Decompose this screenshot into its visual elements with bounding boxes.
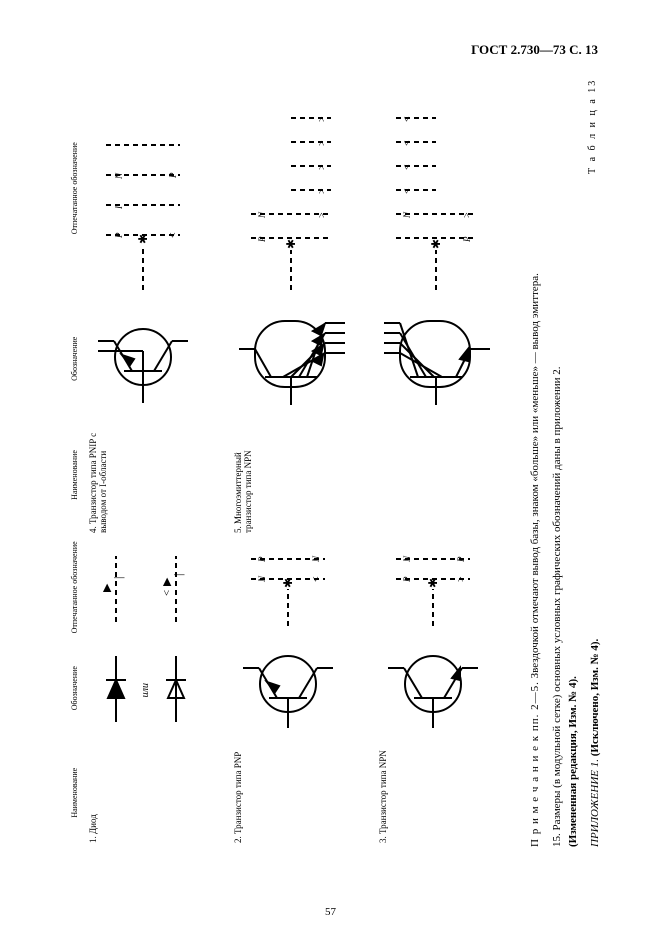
col-otpechatannoe-1: Отпечатанное обозначение — [63, 537, 85, 638]
col-oboznachenie-2: Обозначение — [63, 305, 85, 414]
svg-text:✱: ✱ — [426, 578, 440, 588]
svg-text:▶: ▶ — [101, 583, 113, 592]
cell-3-print: ✱ P N > P — [375, 537, 520, 638]
note-label: П р и м е ч а н и е к пп. 2—5. — [529, 681, 541, 847]
svg-text:P: P — [462, 237, 472, 244]
cell-1-sym: или — [85, 638, 230, 739]
svg-text:✱: ✱ — [281, 578, 295, 588]
cell-1-print: ▶ | < ▶ | — [85, 537, 230, 638]
note-text: Звездочкой отмечают вывод базы, знаком «… — [529, 273, 541, 681]
svg-text:I: I — [114, 206, 124, 211]
cell-2-name: 2. Транзистор типа PNP — [230, 739, 375, 848]
svg-text:N: N — [114, 173, 124, 181]
cell-5-sym — [230, 305, 375, 414]
svg-text:<: < — [402, 141, 413, 147]
svg-text:N: N — [311, 555, 321, 563]
doc-header: ГОСТ 2.730—73 С. 13 — [471, 42, 598, 58]
svg-text:>: > — [317, 165, 328, 171]
cell-3-name: 3. Транзистор типа NPN — [375, 739, 520, 848]
svg-text:P: P — [257, 556, 267, 563]
svg-text:✱: ✱ — [284, 239, 298, 249]
svg-text:>: > — [456, 576, 467, 582]
ili-label: или — [140, 644, 151, 737]
svg-text:P: P — [456, 556, 466, 563]
cell-6-sym — [375, 305, 520, 414]
cell-4-print: ✱ P I N < P — [85, 72, 230, 305]
svg-text:|: | — [111, 576, 125, 578]
svg-text:<: < — [311, 576, 322, 582]
svg-text:>: > — [462, 213, 473, 219]
p15-text: 15. Размеры (в модульной сетке) основных… — [550, 72, 566, 847]
cell-4-name-text: 4. Транзистор типа PNIP с выводом от I-о… — [88, 433, 108, 533]
p15-bold: (Измененная редакция, Изм. № 4). — [566, 72, 582, 847]
svg-text:N: N — [402, 212, 412, 220]
cell-5-name-text: 5. Многоэмиттерный транзистор типа NPN — [233, 450, 253, 533]
cell-4-name: 4. Транзистор типа PNIP с выводом от I-о… — [85, 413, 230, 537]
cell-2-sym — [230, 638, 375, 739]
cell-2-print: ✱ N P < N — [230, 537, 375, 638]
col-oboznachenie-1: Обозначение — [63, 638, 85, 739]
appendix-bold: (Исключено, Изм. № 4). — [589, 639, 601, 759]
notes-block: П р и м е ч а н и е к пп. 2—5. Звездочко… — [528, 72, 604, 847]
svg-text:P: P — [257, 237, 267, 244]
svg-text:<: < — [402, 189, 413, 195]
col-otpechatannoe-2: Отпечатанное обозначение — [63, 72, 85, 305]
svg-text:N: N — [257, 212, 267, 220]
svg-text:N: N — [257, 575, 267, 583]
svg-text:<: < — [168, 233, 179, 239]
svg-text:▶: ▶ — [161, 577, 173, 586]
svg-text:>: > — [317, 213, 328, 219]
cell-3-sym — [375, 638, 520, 739]
svg-text:<: < — [402, 117, 413, 123]
cell-4-sym — [85, 305, 230, 414]
cell-5-print: ✱ P N > > > > > — [230, 72, 375, 305]
cell-6-print: ✱ P > N < < < < — [375, 72, 520, 305]
svg-text:N: N — [402, 555, 412, 563]
appendix-label: ПРИЛОЖЕНИЕ 1. — [589, 759, 601, 847]
svg-text:P: P — [114, 233, 124, 240]
main-table: Наименование Обозначение Отпечатанное об… — [63, 72, 520, 847]
svg-text:✱: ✱ — [136, 234, 150, 244]
page-number: 57 — [0, 906, 661, 918]
svg-text:P: P — [402, 576, 412, 583]
svg-text:>: > — [317, 189, 328, 195]
svg-text:>: > — [317, 141, 328, 147]
svg-text:>: > — [317, 117, 328, 123]
cell-6-name — [375, 413, 520, 537]
col-naimenovanie-2: Наименование — [63, 413, 85, 537]
cell-1-name: 1. Диод — [85, 739, 230, 848]
svg-text:<: < — [402, 165, 413, 171]
svg-text:✱: ✱ — [429, 239, 443, 249]
cell-5-name: 5. Многоэмиттерный транзистор типа NPN — [230, 413, 375, 537]
svg-text:|: | — [171, 573, 185, 575]
svg-text:P: P — [168, 173, 178, 180]
col-naimenovanie-1: Наименование — [63, 739, 85, 848]
svg-text:<: < — [161, 590, 173, 596]
